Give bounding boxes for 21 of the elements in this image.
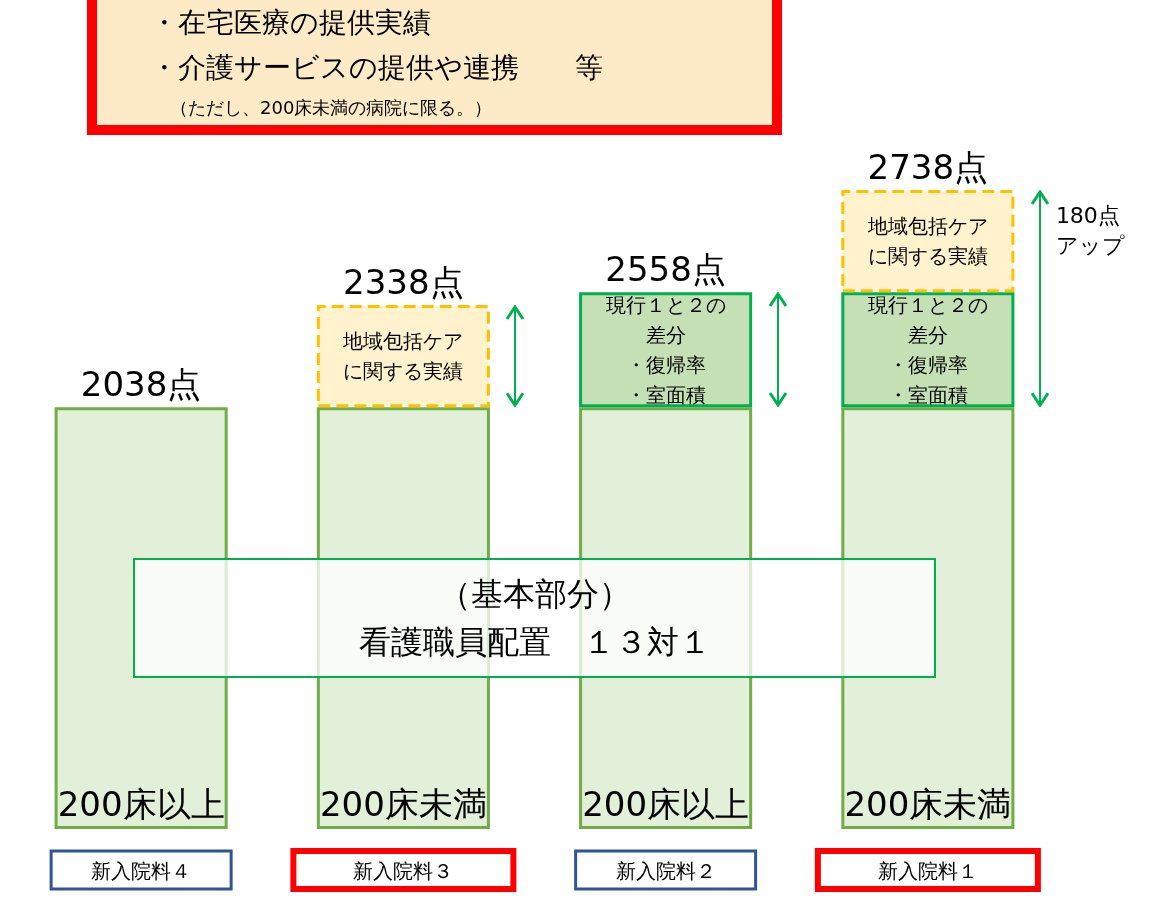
annotation: 200床未満 (844, 784, 1012, 824)
text-frame: （基本部分）看護職員配置 １３対１ (133, 558, 936, 679)
annotation: 200床未満 (319, 784, 487, 824)
x-tick-label: 新入院料２ (615, 859, 716, 883)
text: ・介護サービスの提供や連携 等 (150, 50, 603, 84)
text: 現行１と２の差分・復帰率・室面積 (867, 292, 988, 407)
x-tick-label: 新入院料１ (877, 859, 978, 883)
text: 180点アップ (1055, 202, 1125, 258)
x-tick-label: 新入院料３ (353, 859, 454, 883)
annotation: 200床以上 (57, 784, 225, 824)
text: ・在宅医療の提供実績 (150, 5, 431, 39)
annotation: 2038点 (80, 364, 202, 405)
legend-label: 現行１と２の差分・復帰率・室面積 (605, 292, 726, 407)
text: （ただし、200床未満の病院に限る。） (170, 96, 493, 118)
annotation: 2738点 (867, 147, 989, 187)
annotation: 2558点 (605, 249, 726, 290)
text: 地域包括ケアに関する実績 (867, 214, 988, 269)
annotation: 200床以上 (582, 784, 750, 824)
annotation: 2338点 (343, 262, 464, 303)
series-label: 地域包括ケアに関する実績 (342, 329, 464, 384)
x-tick-label: 新入院料４ (91, 859, 192, 883)
